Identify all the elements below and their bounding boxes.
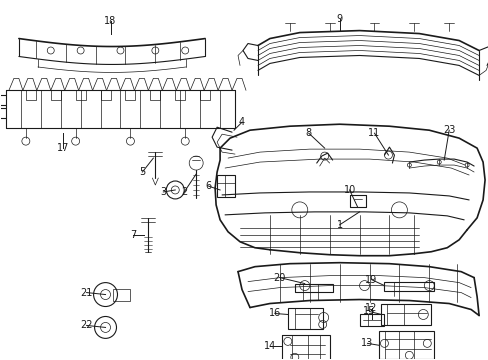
Bar xyxy=(287,307,322,329)
Text: 13: 13 xyxy=(361,338,373,348)
Text: 22: 22 xyxy=(80,320,93,330)
Text: 15: 15 xyxy=(363,306,375,316)
Text: 6: 6 xyxy=(204,181,211,191)
Text: 17: 17 xyxy=(57,143,69,153)
Text: 8: 8 xyxy=(305,128,311,138)
Bar xyxy=(112,289,130,301)
Bar xyxy=(381,303,430,325)
Text: 12: 12 xyxy=(365,302,377,312)
Text: 23: 23 xyxy=(442,125,454,135)
Text: 21: 21 xyxy=(80,288,93,298)
Bar xyxy=(379,332,433,359)
Bar xyxy=(101,90,110,100)
Bar xyxy=(51,90,61,100)
Bar xyxy=(217,175,235,197)
Bar xyxy=(26,90,36,100)
Bar xyxy=(359,315,384,327)
Bar xyxy=(125,90,135,100)
Text: 18: 18 xyxy=(104,15,117,26)
Text: 11: 11 xyxy=(367,128,380,138)
Text: 3: 3 xyxy=(160,187,166,197)
Text: 9: 9 xyxy=(336,14,342,24)
Text: 19: 19 xyxy=(365,275,377,285)
Bar xyxy=(294,284,332,292)
Bar xyxy=(200,90,210,100)
Text: 5: 5 xyxy=(139,167,145,177)
Bar xyxy=(76,90,85,100)
Text: 1: 1 xyxy=(336,220,342,230)
Text: 20: 20 xyxy=(273,273,285,283)
Bar xyxy=(150,90,160,100)
Bar xyxy=(281,336,329,360)
Text: 7: 7 xyxy=(130,230,136,240)
Bar xyxy=(384,282,433,291)
Bar xyxy=(175,90,185,100)
Text: 2: 2 xyxy=(181,187,187,197)
Text: 14: 14 xyxy=(263,341,275,351)
Text: 4: 4 xyxy=(239,117,244,127)
Text: 10: 10 xyxy=(343,185,355,195)
Text: 16: 16 xyxy=(268,309,281,319)
